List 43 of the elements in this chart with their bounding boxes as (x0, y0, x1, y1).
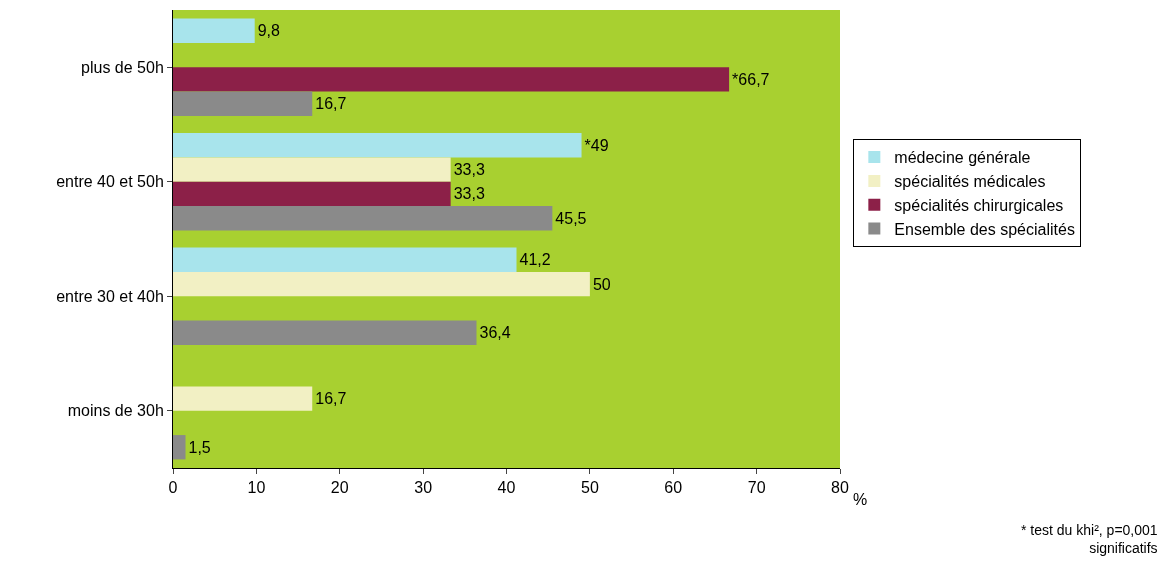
x-tick-label: 80 (831, 479, 849, 497)
data-label: *66,7 (732, 70, 770, 88)
bar (173, 247, 517, 272)
bar (173, 133, 582, 158)
bar (173, 18, 255, 43)
legend-label: médecine générale (894, 149, 1031, 167)
x-tick-label: 30 (414, 479, 433, 497)
data-label: 1,5 (188, 438, 211, 456)
bar (173, 181, 451, 207)
data-label: 16,7 (315, 390, 347, 408)
x-tick-label: 10 (247, 479, 266, 497)
bar (173, 91, 313, 116)
y-tick-label: moins de 30h (67, 402, 164, 420)
x-tick-label: 50 (580, 479, 599, 497)
bar (173, 157, 451, 182)
data-label: 16,7 (315, 95, 347, 113)
data-label: *49 (584, 136, 609, 154)
x-tick-label: 20 (330, 479, 349, 497)
x-tick-label: 0 (168, 479, 178, 497)
data-label: 41,2 (519, 251, 551, 269)
bar (173, 271, 590, 297)
bar (173, 320, 477, 345)
legend-label: Ensemble des spécialités (894, 220, 1075, 238)
x-tick-label: 40 (497, 479, 516, 497)
bar (173, 386, 313, 411)
data-label: 9,8 (257, 22, 281, 40)
data-label: 36,4 (479, 324, 511, 342)
x-axis-title: % (853, 491, 868, 508)
y-tick-label: entre 40 et 50h (56, 173, 164, 191)
data-label: 45,5 (555, 209, 587, 227)
bar (173, 435, 186, 460)
x-tick-label: 60 (664, 479, 683, 497)
legend-label: spécialités médicales (894, 173, 1046, 191)
x-tick-label: 70 (747, 479, 766, 497)
bar (173, 206, 553, 231)
y-tick-label: entre 30 et 40h (56, 287, 164, 305)
y-tick-label: plus de 50h (81, 58, 164, 76)
legend-label: spécialités chirurgicales (894, 196, 1064, 214)
data-label: 50 (592, 275, 611, 293)
data-label: 33,3 (453, 185, 485, 203)
bar (173, 67, 730, 92)
data-label: 33,3 (453, 161, 485, 179)
text: * test du khi², p=0,001 significatifs (1021, 522, 1158, 557)
